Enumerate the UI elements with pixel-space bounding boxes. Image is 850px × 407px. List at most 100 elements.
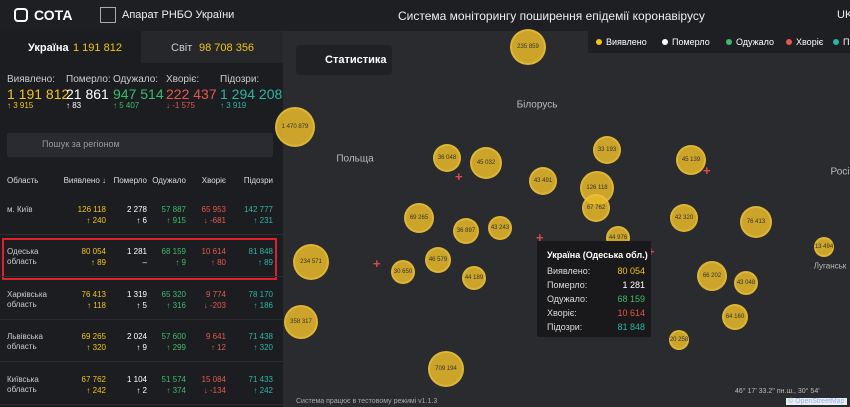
tooltip-label: Одужало: <box>547 294 588 304</box>
stat-delta: ↑ 3 915 <box>7 101 34 110</box>
column-header: Область <box>7 176 39 185</box>
bubble[interactable] <box>676 145 706 175</box>
stat-label: Померло: <box>66 74 111 85</box>
bubble-label: 66 202 <box>702 273 722 279</box>
bubble-label: 69 265 <box>409 215 429 221</box>
bubble[interactable] <box>293 244 329 280</box>
bubble[interactable] <box>428 351 464 387</box>
bubble[interactable] <box>582 194 610 222</box>
bubble[interactable] <box>593 136 621 164</box>
stat-value: 947 514 <box>113 86 164 102</box>
row-separator <box>0 276 283 277</box>
cell-delta: ↓ -681 <box>203 216 226 225</box>
tooltip-value: 1 281 <box>622 280 645 290</box>
cell-value: 69 265 <box>81 332 106 341</box>
bubble-label: 46 579 <box>428 257 448 263</box>
cell-value: 1 281 <box>126 247 147 256</box>
bubble[interactable] <box>669 330 689 350</box>
bubble[interactable] <box>391 260 415 284</box>
bubble[interactable] <box>462 266 486 290</box>
tab-name: Світ <box>171 42 193 54</box>
cell-value: 65 320 <box>161 290 186 299</box>
highlight <box>2 238 277 280</box>
legend-dot <box>662 39 668 45</box>
cell-delta: ↑ 316 <box>166 301 186 310</box>
tab-value: 98 708 356 <box>199 42 255 54</box>
bubble-label: 44 976 <box>608 235 628 241</box>
bubble[interactable] <box>722 304 748 330</box>
tooltip-value: 68 159 <box>617 294 645 304</box>
bubble[interactable] <box>453 218 479 244</box>
bubble[interactable] <box>470 147 502 179</box>
legend-dot <box>726 39 732 45</box>
row-separator <box>0 319 283 320</box>
region-name: Харківська область <box>7 290 47 309</box>
stat-value: 222 437 <box>166 86 217 102</box>
cell-value: 65 953 <box>201 205 226 214</box>
org-name: Апарат РНБО України <box>122 9 235 21</box>
bubble[interactable] <box>433 144 461 172</box>
bubble[interactable] <box>488 216 512 240</box>
tooltip-label: Померло: <box>547 280 588 290</box>
bubble-label: 30 650 <box>393 269 413 275</box>
stat-value: 1 191 812 <box>7 86 70 102</box>
bubble[interactable] <box>275 107 315 147</box>
case-marker: + <box>536 230 544 245</box>
cell-value: 67 762 <box>81 375 106 384</box>
bubble[interactable] <box>740 206 772 238</box>
top-bar <box>0 0 850 31</box>
country-label: Росі <box>830 166 850 178</box>
column-header: Померло <box>113 176 147 185</box>
attribution: © OpenStreetMap <box>786 398 847 405</box>
search-box[interactable] <box>7 133 273 157</box>
column-header: Хворіє <box>201 176 226 185</box>
search-placeholder: Пошук за регіоном <box>42 139 120 149</box>
country-label: Луганськ <box>813 261 847 271</box>
cell-delta: ↑ 9 <box>175 258 186 267</box>
stat-delta: ↓ -1 575 <box>166 101 195 110</box>
column-header: Одужало <box>152 176 186 185</box>
bubble-label: 43 048 <box>736 280 756 286</box>
cell-delta: ↓ -203 <box>203 301 226 310</box>
tab[interactable] <box>141 31 283 63</box>
bubble[interactable] <box>510 29 546 65</box>
legend-label: Одужало <box>736 37 775 47</box>
cell-delta: ↑ 12 <box>210 343 226 352</box>
bubble-label: 42 320 <box>674 215 694 221</box>
cell-value: 76 413 <box>81 290 106 299</box>
stat-value: 21 861 <box>66 86 109 102</box>
bubble-label: 709 194 <box>435 366 457 372</box>
stats-button[interactable] <box>296 45 392 75</box>
bubble[interactable] <box>529 167 557 195</box>
bubble[interactable] <box>425 247 451 273</box>
cell-delta: ↑ 118 <box>87 301 106 310</box>
cell-value: 9 641 <box>205 332 226 341</box>
tab-active[interactable] <box>0 31 141 63</box>
bubble-label: 43 491 <box>533 178 553 184</box>
cell-delta: – <box>142 258 147 267</box>
legend-dot <box>596 39 602 45</box>
bubble-label: 43 243 <box>490 225 510 231</box>
tooltip-value: 81 848 <box>617 322 645 332</box>
stat-label: Виявлено: <box>7 74 56 85</box>
bubble[interactable] <box>284 305 318 339</box>
stat-value: 1 294 208 <box>220 86 283 102</box>
cell-delta: ↑ 9 <box>136 343 147 352</box>
legend-dot <box>833 39 839 45</box>
bubble-label: 44 189 <box>464 275 484 281</box>
bubble[interactable] <box>697 261 727 291</box>
bubble[interactable] <box>814 237 834 257</box>
bubble[interactable] <box>404 203 434 233</box>
bubble-label: 45 139 <box>681 157 701 163</box>
cell-delta: ↑ 89 <box>90 258 106 267</box>
region-name: Київська область <box>7 375 39 394</box>
legend-dot <box>786 39 792 45</box>
cell-delta: ↑ 320 <box>86 343 106 352</box>
legend-label: Хворіє <box>796 37 824 47</box>
cell-delta: ↑ 186 <box>253 301 273 310</box>
tooltip-label: Підозри: <box>547 322 583 332</box>
bubble[interactable] <box>734 271 758 295</box>
case-marker: + <box>373 256 381 271</box>
tooltip-value: 80 054 <box>617 266 645 276</box>
bubble[interactable] <box>670 204 698 232</box>
